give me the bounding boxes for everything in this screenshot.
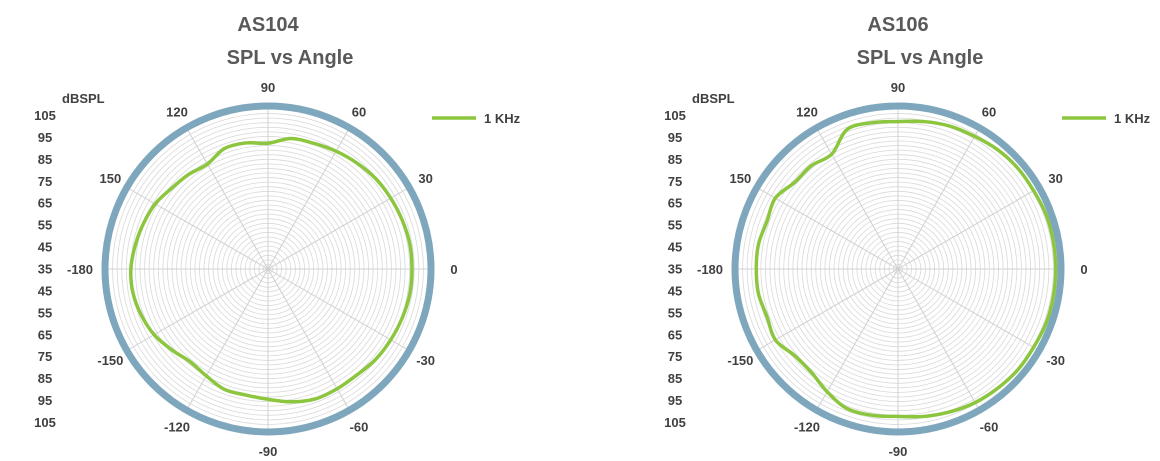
spoke-line xyxy=(897,130,979,270)
outer-ring xyxy=(101,102,435,436)
radial-scale-label: 85 xyxy=(38,371,52,386)
trace-layer xyxy=(129,136,414,404)
trace-1khz xyxy=(129,136,414,404)
spoke-line xyxy=(897,268,979,408)
spoke-line xyxy=(187,130,269,270)
angle-label: 120 xyxy=(796,104,818,119)
angle-label: 60 xyxy=(352,104,366,119)
polar-chart-as106: AS106 SPL vs Angle dBSPL 105 95 85 75 65 55 45… xyxy=(580,0,1160,461)
chart-subtitle: SPL vs Angle xyxy=(227,47,354,69)
angle-label: 150 xyxy=(100,171,122,186)
spoke-line xyxy=(187,268,269,408)
angle-label: 30 xyxy=(1048,171,1062,186)
spoke-line xyxy=(897,268,1037,350)
angle-label: 60 xyxy=(982,104,996,119)
radial-scale-label: 75 xyxy=(38,349,52,364)
angle-label: -30 xyxy=(1046,353,1065,368)
angle-label: 150 xyxy=(730,171,752,186)
polar-spokes xyxy=(108,109,428,429)
spoke-line xyxy=(129,188,269,270)
radial-scale-label: 45 xyxy=(668,283,682,298)
angle-label: 0 xyxy=(450,262,457,277)
radial-unit-label: dBSPL xyxy=(62,91,105,106)
radial-scale-labels: 105 95 85 75 65 55 45 35 45 55 65 75 85 95 105 xyxy=(664,108,686,430)
angle-label: 90 xyxy=(261,80,275,95)
angle-labels: 90 60 30 0 -30 -60 -90 -120 -150 -180 150 120 xyxy=(67,80,458,459)
spoke-line xyxy=(129,268,269,350)
radial-scale-label: 75 xyxy=(668,174,682,189)
angle-label: -60 xyxy=(350,420,369,435)
radial-scale-label: 105 xyxy=(664,415,686,430)
angle-label: 30 xyxy=(418,171,432,186)
radial-scale-label: 35 xyxy=(668,262,682,277)
radial-scale-label: 55 xyxy=(38,218,52,233)
spoke-line xyxy=(267,130,349,270)
spoke-line xyxy=(759,268,899,350)
angle-labels: 90 60 30 0 -30 -60 -90 -120 -150 -180 150 120 xyxy=(697,80,1088,459)
radial-scale-label: 95 xyxy=(38,393,52,408)
radial-scale-label: 45 xyxy=(668,240,682,255)
outer-ring xyxy=(731,102,1065,436)
spoke-line xyxy=(759,188,899,270)
spoke-line xyxy=(897,188,1037,270)
radial-scale-label: 55 xyxy=(668,305,682,320)
angle-label: -60 xyxy=(980,420,999,435)
angle-label: -180 xyxy=(67,262,93,277)
radial-scale-label: 95 xyxy=(38,130,52,145)
angle-label: -120 xyxy=(164,420,190,435)
angle-label: 0 xyxy=(1080,262,1087,277)
angle-label: -150 xyxy=(97,353,123,368)
radial-scale-label: 105 xyxy=(34,415,56,430)
angle-label: 90 xyxy=(891,80,905,95)
chart-subtitle: SPL vs Angle xyxy=(857,47,984,69)
chart-title: AS104 xyxy=(237,14,299,36)
angle-label: -120 xyxy=(794,420,820,435)
radial-scale-label: 65 xyxy=(668,327,682,342)
legend-label: 1 KHz xyxy=(484,111,521,126)
radial-scale-label: 65 xyxy=(38,196,52,211)
radial-scale-label: 85 xyxy=(38,152,52,167)
angle-label: -150 xyxy=(727,353,753,368)
angle-label: -90 xyxy=(259,444,278,459)
radial-unit-label: dBSPL xyxy=(692,91,735,106)
radial-scale-label: 95 xyxy=(668,393,682,408)
radial-scale-label: 55 xyxy=(38,305,52,320)
chart-title: AS106 xyxy=(867,14,928,36)
radial-scale-label: 75 xyxy=(38,174,52,189)
angle-label: 120 xyxy=(166,104,188,119)
polar-chart-as104: AS104 SPL vs Angle dBSPL 105 95 85 75 65 55 45… xyxy=(34,14,521,459)
angle-label: -30 xyxy=(416,353,435,368)
radial-scale-label: 35 xyxy=(38,262,52,277)
radial-scale-label: 65 xyxy=(668,196,682,211)
radial-scale-label: 45 xyxy=(38,283,52,298)
spoke-line xyxy=(817,268,899,408)
spoke-line xyxy=(267,268,349,408)
radial-scale-labels: 105 95 85 75 65 55 45 35 45 55 65 75 85 95 105 xyxy=(34,108,56,430)
polar-spokes xyxy=(738,109,1058,429)
spoke-line xyxy=(817,130,899,270)
radial-scale-label: 105 xyxy=(34,108,56,123)
outer-ring-layer xyxy=(101,102,435,436)
radial-scale-label: 75 xyxy=(668,349,682,364)
trace-layer xyxy=(754,119,1058,419)
radial-scale-label: 85 xyxy=(668,371,682,386)
spoke-line xyxy=(267,268,407,350)
radial-scale-label: 55 xyxy=(668,218,682,233)
spoke-line xyxy=(267,188,407,270)
legend-label: 1 KHz xyxy=(1114,111,1151,126)
radial-scale-label: 85 xyxy=(668,152,682,167)
trace-1khz xyxy=(754,119,1058,419)
radial-scale-label: 105 xyxy=(664,108,686,123)
radial-scale-label: 95 xyxy=(668,130,682,145)
radial-scale-label: 65 xyxy=(38,327,52,342)
angle-label: -90 xyxy=(889,444,908,459)
outer-ring-layer xyxy=(731,102,1065,436)
radial-scale-label: 45 xyxy=(38,240,52,255)
angle-label: -180 xyxy=(697,262,723,277)
